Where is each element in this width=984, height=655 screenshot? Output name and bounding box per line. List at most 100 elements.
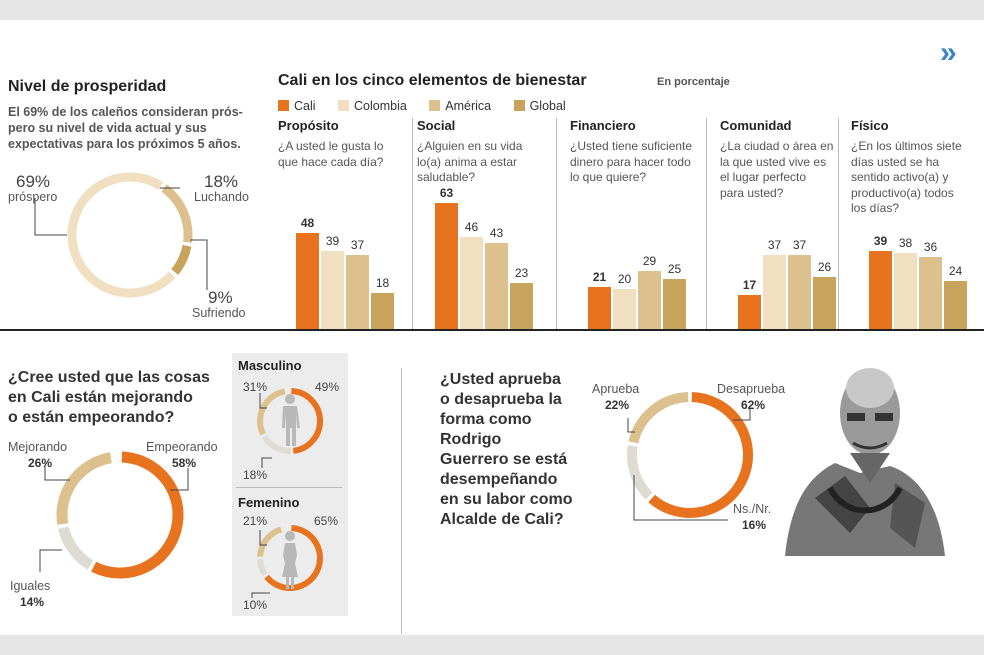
bar [435,203,458,329]
group-title: Financiero [570,118,636,133]
mejorando-label: Mejorando [8,440,68,454]
bar [919,257,942,329]
male-leader-igu [261,457,272,468]
slice-empeorando [91,451,184,579]
bar [944,281,967,329]
slice-empeorando [291,388,323,454]
slice-aprueba [628,392,689,444]
bar-value-label: 20 [617,272,632,286]
leader-line-desaprueba [733,408,751,421]
bottom-band [0,635,984,655]
female-figure-icon [282,531,298,589]
bar [894,253,917,329]
bar [588,287,611,329]
iguales-pct: 14% [20,595,45,609]
bar [510,283,533,329]
bar-value-label: 23 [514,266,529,280]
group-question: ¿A usted le gusta lo que hace cada día? [278,139,384,169]
group-question: ¿La ciudad o área en la que usted vive es… [720,139,834,200]
slice-mejorando [257,526,283,557]
bar-value-label: 48 [300,216,315,230]
prosperity-ring [67,172,193,298]
female-ring [257,525,323,591]
male-figure-icon [282,394,300,446]
bar [296,233,319,329]
bar-value-label: 46 [464,220,479,234]
female-empeorando-pct: 65% [314,514,339,528]
leader-line-aprueba [627,418,635,433]
female-mejorando-pct: 21% [243,514,268,528]
male-iguales-pct: 18% [243,468,268,482]
slice-mejorando [56,452,112,525]
male-title: Masculino [238,358,302,373]
legend-global: Global [513,99,566,113]
bar [485,243,508,329]
slice-desaprueba [648,392,753,518]
female-leader-mej [259,530,267,546]
bar [346,255,369,329]
luchando-label: Luchando [194,190,249,204]
group-title: Propósito [278,118,339,133]
bar-value-label: 17 [742,278,757,292]
bar [460,237,483,329]
legend-america: América [429,99,491,113]
bar-value-label: 39 [873,234,888,248]
bar-value-label: 63 [439,186,454,200]
nsnr-label: Ns./Nr. [733,502,772,516]
bar-value-label: 37 [350,238,365,252]
bar-value-label: 21 [592,270,607,284]
wellbeing-unit: En porcentaje [657,76,730,88]
legend-cali: Cali [278,99,316,113]
leader-line-empeorando [170,468,189,491]
female-iguales-pct: 10% [243,598,268,612]
top-band [0,0,984,20]
gender-divider [236,487,342,488]
bar-value-label: 37 [767,238,782,252]
gender-donuts [251,388,323,598]
legend-colombia: Colombia [338,99,407,113]
approval-ring [627,392,753,518]
male-empeorando-pct: 49% [315,380,340,394]
approval-donut [627,392,753,521]
bar [638,271,661,329]
bar-value-label: 29 [642,254,657,268]
approval-question: ¿Usted aprueba o desaprueba la forma com… [440,371,573,528]
aprueba-pct: 22% [605,398,630,412]
prospero-label: próspero [8,190,58,204]
trend-donut [39,451,189,579]
double-chevron-right-icon[interactable]: » [940,36,957,69]
slice-mejorando [257,388,286,436]
group-title: Social [417,118,456,133]
trend-question: ¿Cree usted que las cosas en Cali están … [8,369,210,426]
iguales-label: Iguales [10,579,51,593]
bar-value-label: 18 [375,276,390,290]
bar-value-label: 24 [948,264,963,278]
wellbeing-legend: Cali Colombia América Global [278,98,584,116]
wellbeing-title: Cali en los cinco elementos de bienestar [278,72,587,89]
group-separator [706,118,707,329]
leader-line-iguales [39,549,62,572]
legend-swatch-global [513,100,525,111]
group-separator [412,118,413,329]
bar [321,251,344,329]
leader-line-prospero [34,198,67,236]
slice-iguales [257,559,268,577]
slice-prospero [67,172,176,298]
mayor-portrait-illustration [785,368,945,556]
female-title: Femenino [238,495,300,510]
slice-luchando [161,184,193,243]
bar-value-label: 39 [325,234,340,248]
wellbeing-chart: Propósito ¿A usted le gusta lo que hace ca… [278,118,967,329]
legend-swatch-america [429,100,441,111]
group-question: ¿Alguien en su vida lo(a) anima a estar sa… [417,139,523,184]
bar-value-label: 26 [817,260,832,274]
slice-iguales [58,526,94,570]
trend-ring [56,451,184,579]
group-separator [838,118,839,329]
empeorando-pct: 58% [172,456,197,470]
luchando-pct: 18% [204,172,239,191]
bar [788,255,811,329]
chart-baseline [0,329,984,331]
bar [738,295,761,329]
bar [763,255,786,329]
